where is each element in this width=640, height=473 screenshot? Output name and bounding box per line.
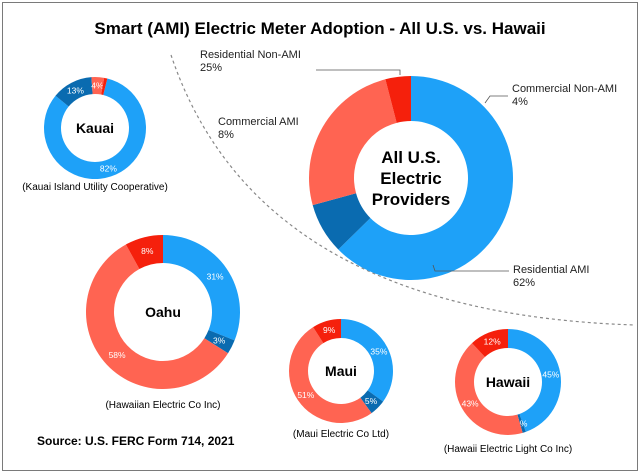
series-label-residential-ami: Residential AMI xyxy=(513,264,589,276)
series-label-residential-non-ami: Residential Non-AMI xyxy=(200,49,301,61)
slice-maui-commercial-non-ami xyxy=(313,319,341,344)
data-label-hawaii-commercial-ami: 1% xyxy=(515,418,528,428)
slice-hawaii-residential-non-ami xyxy=(455,343,523,435)
donut-hawaii: 45% 1% 43% 12% Hawaii (Hawaii Electric Light … xyxy=(444,329,572,455)
data-label-residential-non-ami: 25% xyxy=(200,62,222,74)
data-label-commercial-ami: 8% xyxy=(218,129,234,141)
slice-hawaii-residential-ami xyxy=(508,329,561,432)
divider-curve xyxy=(170,54,636,326)
center-label-us: Electric xyxy=(380,169,441,188)
slice-oahu-residential-non-ami xyxy=(86,244,229,389)
donut-maui: 35% 5% 51% 9% Maui (Maui Electric Co Ltd) xyxy=(288,319,393,440)
slice-maui-commercial-ami xyxy=(360,390,384,414)
source-note: Source: U.S. FERC Form 714, 2021 xyxy=(37,434,235,448)
slice-oahu-residential-ami xyxy=(163,235,240,341)
data-label-kauai-residential-non-ami: 4% xyxy=(91,81,104,91)
data-label-oahu-residential-ami: 31% xyxy=(207,272,224,282)
center-label-maui: Maui xyxy=(325,363,357,379)
slice-kauai-residential-non-ami xyxy=(91,77,105,95)
center-label-oahu: Oahu xyxy=(145,304,181,320)
slice-us-residential-ami xyxy=(338,76,513,280)
center-label-hawaii: Hawaii xyxy=(486,374,530,390)
data-label-oahu-residential-non-ami: 58% xyxy=(109,350,126,360)
series-label-commercial-non-ami: Commercial Non-AMI xyxy=(512,83,617,95)
data-label-hawaii-commercial-non-ami: 12% xyxy=(484,336,501,346)
data-label-oahu-commercial-non-ami: 8% xyxy=(141,246,154,256)
slice-kauai-commercial-ami xyxy=(55,77,93,107)
data-label-hawaii-residential-ami: 45% xyxy=(542,370,559,380)
series-label-commercial-ami: Commercial AMI xyxy=(218,116,299,128)
slice-hawaii-commercial-ami xyxy=(517,414,526,433)
data-label-kauai-commercial-ami: 13% xyxy=(67,85,84,95)
center-label-kauai: Kauai xyxy=(76,120,114,136)
slice-maui-residential-ami xyxy=(341,319,393,402)
leader-line-residential-ami xyxy=(432,264,509,272)
slice-us-residential-non-ami xyxy=(308,79,397,206)
leader-line-residential-non-ami xyxy=(316,69,401,75)
chart-title: Smart (AMI) Electric Meter Adoption - Al… xyxy=(94,19,545,38)
data-label-residential-ami: 62% xyxy=(513,277,535,289)
donut-oahu: 31% 3% 58% 8% Oahu (Hawaiian Electric Co Inc) xyxy=(86,235,240,411)
slice-oahu-commercial-ami xyxy=(204,330,235,354)
slice-kauai-residential-ami xyxy=(44,78,147,179)
caption-maui: (Maui Electric Co Ltd) xyxy=(293,429,389,440)
slice-maui-residential-non-ami xyxy=(288,327,372,424)
center-label-us: All U.S. xyxy=(381,148,441,167)
caption-oahu: (Hawaiian Electric Co Inc) xyxy=(105,400,220,411)
data-label-hawaii-residential-non-ami: 43% xyxy=(462,398,479,408)
slice-oahu-commercial-non-ami xyxy=(125,235,163,270)
leader-line-commercial-non-ami xyxy=(484,95,508,104)
slice-hawaii-commercial-non-ami xyxy=(472,329,508,358)
data-label-maui-residential-ami: 35% xyxy=(370,347,387,357)
donut-kauai: 82% 13% 4% Kauai (Kauai Island Utility Coope… xyxy=(22,77,168,193)
data-label-maui-residential-non-ami: 51% xyxy=(297,390,314,400)
slice-kauai-commercial-non-ami xyxy=(101,77,108,96)
data-label-commercial-non-ami: 4% xyxy=(512,96,528,108)
caption-hawaii: (Hawaii Electric Light Co Inc) xyxy=(444,444,572,455)
chart-canvas: Smart (AMI) Electric Meter Adoption - Al… xyxy=(22,19,636,455)
center-label-us: Providers xyxy=(372,190,450,209)
data-label-kauai-residential-ami: 82% xyxy=(100,163,117,173)
slice-us-commercial-non-ami xyxy=(385,76,411,123)
data-label-oahu-commercial-ami: 3% xyxy=(213,336,226,346)
caption-kauai: (Kauai Island Utility Cooperative) xyxy=(22,182,168,193)
data-label-maui-commercial-non-ami: 9% xyxy=(323,325,336,335)
slice-us-commercial-ami xyxy=(312,193,371,250)
data-label-maui-commercial-ami: 5% xyxy=(365,396,378,406)
